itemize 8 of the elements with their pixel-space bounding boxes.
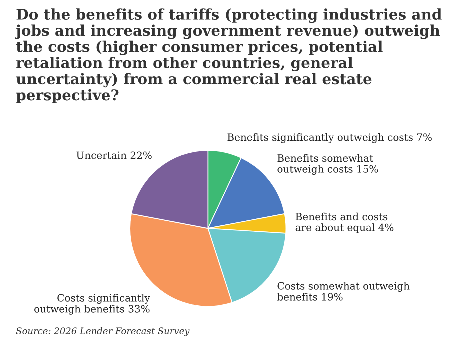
slice-label: Costs significantly outweigh benefits 33% xyxy=(34,294,150,315)
slice-label: Costs somewhat outweigh benefits 19% xyxy=(277,282,410,301)
chart-title: Do the benefits of tariffs (protecting industries and jobs and increasing government revenue) outweigh the costs (higher consumer prices, potential retaliation from other countries, general uncertainty) from a commercial real estate perspective? xyxy=(15,8,442,104)
slice-label: Benefits significantly outweigh costs 7% xyxy=(228,133,432,144)
slice-label: Benefits and costs are about equal 4% xyxy=(296,212,394,234)
source-note: Source: 2026 Lender Forecast Survey xyxy=(16,328,190,336)
slice-label: Uncertain 22% xyxy=(76,152,152,160)
slice-label: Benefits somewhat outweigh costs 15% xyxy=(278,154,378,175)
